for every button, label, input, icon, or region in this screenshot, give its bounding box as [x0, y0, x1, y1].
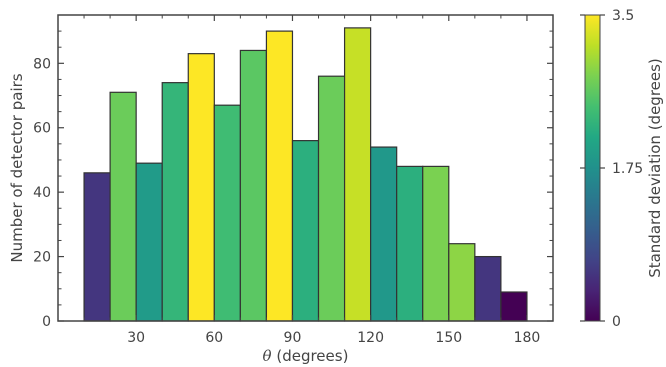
histogram-bar [500, 291, 528, 322]
y-axis-label: Number of detector pairs [8, 73, 26, 262]
x-axis-label-unit: (degrees) [272, 347, 349, 365]
x-tick-label: 30 [127, 330, 145, 346]
x-tick-label: 150 [435, 330, 462, 346]
x-tick-label: 180 [514, 330, 541, 346]
y-tick-label: 0 [42, 314, 51, 330]
histogram-bar [213, 104, 241, 322]
x-tick-label: 120 [357, 330, 384, 346]
colorbar-gradient [584, 14, 601, 322]
colorbar-tick-label: 0 [612, 314, 621, 330]
plot-area: 30 60 90 120 150 180 0 20 40 60 80 [33, 14, 554, 346]
axis-ticks: 30 60 90 120 150 180 0 20 40 60 80 [33, 15, 553, 346]
y-tick-label: 20 [33, 250, 51, 266]
x-axis-label: θ (degrees) [263, 347, 349, 365]
colorbar-label: Standard deviation (degrees) [646, 58, 664, 278]
colorbar-tick-label: 3.5 [612, 8, 634, 24]
colorbar: 0 1.75 3.5 Standard deviation (degrees) [580, 8, 664, 330]
histogram-bar [291, 140, 320, 322]
histogram-bar [396, 165, 424, 322]
histogram-bar [370, 146, 398, 322]
y-tick-label: 40 [33, 185, 51, 201]
histogram-bar [135, 162, 163, 322]
x-tick-label: 90 [284, 330, 302, 346]
histogram-bar [422, 165, 450, 322]
histogram-bar [161, 82, 189, 322]
plot-frame [57, 14, 554, 322]
histogram-bar [448, 243, 476, 322]
histogram-bar [317, 75, 346, 322]
x-tick-label: 60 [205, 330, 223, 346]
histogram-bar [474, 255, 502, 322]
histogram-bar [265, 30, 294, 322]
y-tick-label: 60 [33, 121, 51, 137]
colorbar-tick-label: 1.75 [612, 161, 643, 177]
histogram-bar [343, 27, 372, 322]
histogram-bar [239, 49, 268, 322]
histogram-bar [83, 172, 111, 322]
histogram-bar [109, 91, 137, 322]
histogram-bar [187, 53, 215, 322]
y-tick-label: 80 [33, 56, 51, 72]
x-axis-label-symbol: θ [263, 347, 272, 365]
colorbar-ticks: 0 1.75 3.5 [580, 8, 643, 330]
bars-group [83, 27, 528, 322]
